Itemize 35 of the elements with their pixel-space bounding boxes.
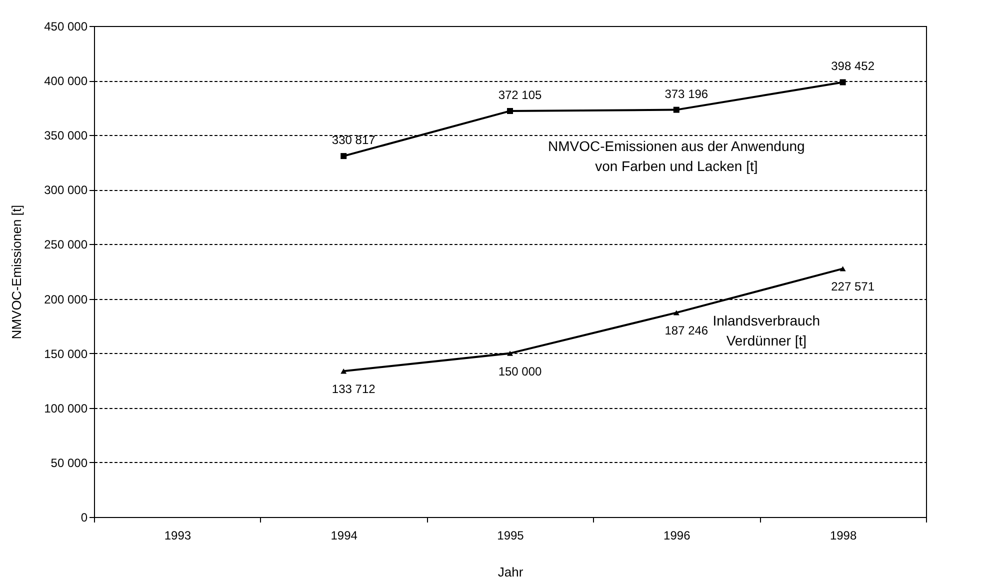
point xyxy=(840,79,846,86)
y-tick-label: 250 000 xyxy=(44,238,88,252)
data-label: 150 000 xyxy=(498,364,542,378)
x-tick-label: 1993 xyxy=(164,528,192,542)
y-tick-label: 150 000 xyxy=(44,346,88,361)
y-tick-label: 0 xyxy=(80,510,88,524)
data-label: 330 817 xyxy=(332,133,376,148)
y-tick-label: 350 000 xyxy=(44,128,88,143)
data-label: 398 452 xyxy=(831,59,875,74)
data-label: 133 712 xyxy=(332,382,376,396)
data-label: 373 196 xyxy=(664,86,708,101)
y-tick-label: 200 000 xyxy=(44,292,88,306)
y-tick-label: 450 000 xyxy=(44,20,88,34)
point xyxy=(340,368,347,374)
point xyxy=(507,108,513,114)
point xyxy=(507,350,513,356)
y-tick-label: 50 000 xyxy=(50,456,88,470)
y-tick-label: 100 000 xyxy=(44,401,88,416)
data-label: 187 246 xyxy=(664,324,708,338)
x-tick-label: 1998 xyxy=(830,528,857,542)
point xyxy=(340,153,347,160)
x-tick-label: 1994 xyxy=(330,528,358,542)
data-label: 372 105 xyxy=(498,88,542,102)
y-tick-label: 300 000 xyxy=(44,183,88,198)
y-tick-label: 400 000 xyxy=(44,74,88,88)
x-axis-title: Jahr xyxy=(498,564,524,580)
series-label: NMVOC-Emissionen aus der Anwendung von Farben und Lacken [t] xyxy=(548,138,805,174)
series-label: Inlandsverbrauch Verdünner [t] xyxy=(712,312,820,349)
point xyxy=(840,266,846,272)
x-tick-label: 1996 xyxy=(664,528,691,542)
point xyxy=(673,106,680,113)
y-axis-title: NMVOC-Emissionen [t] xyxy=(9,204,24,340)
point xyxy=(673,310,680,316)
x-tick-label: 1995 xyxy=(497,528,524,542)
data-label: 227 571 xyxy=(831,280,875,294)
